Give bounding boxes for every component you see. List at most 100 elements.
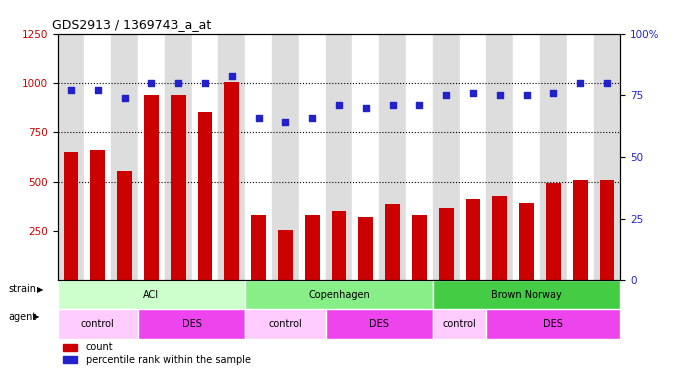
Bar [85, 280, 111, 309]
Bar [138, 34, 165, 280]
Bar [58, 309, 85, 339]
Bar [379, 280, 406, 309]
Point [334, 102, 344, 108]
Bar [224, 82, 239, 280]
Bar [573, 180, 588, 280]
Bar [466, 200, 480, 280]
Bar [540, 34, 567, 280]
Bar [406, 309, 433, 339]
Bar [138, 309, 245, 339]
Bar [593, 280, 620, 309]
Bar [117, 171, 132, 280]
Bar [192, 280, 218, 309]
Text: GDS2913 / 1369743_a_at: GDS2913 / 1369743_a_at [52, 18, 212, 31]
Point [387, 102, 398, 108]
Point [226, 73, 237, 79]
Point [119, 95, 130, 101]
Bar [567, 309, 593, 339]
Bar [272, 280, 299, 309]
Bar [433, 309, 460, 339]
Bar [58, 280, 245, 309]
Bar [599, 180, 614, 280]
Bar [593, 34, 620, 280]
Bar [513, 280, 540, 309]
Bar [245, 309, 272, 339]
Text: DES: DES [544, 319, 563, 329]
Point [468, 90, 479, 96]
Bar [171, 95, 186, 280]
Bar [353, 280, 379, 309]
Bar [325, 34, 353, 280]
Bar [567, 34, 593, 280]
Text: ACI: ACI [143, 290, 159, 300]
Bar [513, 34, 540, 280]
Bar [252, 215, 266, 280]
Point [173, 80, 184, 86]
Text: percentile rank within the sample: percentile rank within the sample [85, 354, 251, 364]
Bar [540, 280, 567, 309]
Bar [272, 34, 299, 280]
Bar [272, 309, 299, 339]
Bar [433, 34, 460, 280]
Bar [385, 204, 400, 280]
Point [66, 87, 77, 93]
Bar [299, 34, 325, 280]
Bar [63, 344, 77, 351]
Bar [90, 150, 105, 280]
Bar [111, 280, 138, 309]
Bar [353, 34, 379, 280]
Point [199, 80, 210, 86]
Bar [198, 112, 212, 280]
Point [361, 105, 372, 111]
Bar [433, 280, 620, 309]
Text: agent: agent [9, 312, 37, 322]
Bar [486, 309, 620, 339]
Bar [218, 280, 245, 309]
Bar [138, 309, 165, 339]
Bar [165, 280, 192, 309]
Bar [486, 280, 513, 309]
Bar [64, 152, 79, 280]
Bar [546, 183, 561, 280]
Text: Copenhagen: Copenhagen [308, 290, 370, 300]
Point [253, 114, 264, 120]
Bar [460, 309, 486, 339]
Bar [433, 280, 460, 309]
Bar [460, 34, 486, 280]
Text: DES: DES [370, 319, 389, 329]
Text: Brown Norway: Brown Norway [491, 290, 562, 300]
Bar [353, 309, 379, 339]
Bar [218, 34, 245, 280]
Bar [325, 280, 353, 309]
Bar [85, 34, 111, 280]
Bar [58, 34, 85, 280]
Text: control: control [81, 319, 115, 329]
Point [494, 92, 505, 98]
Bar [58, 309, 138, 339]
Point [306, 114, 317, 120]
Bar [165, 309, 192, 339]
Bar [379, 309, 406, 339]
Bar [299, 309, 325, 339]
Text: control: control [268, 319, 302, 329]
Bar [433, 309, 486, 339]
Bar [359, 217, 373, 280]
Bar [519, 203, 534, 280]
Bar [593, 309, 620, 339]
Bar [192, 309, 218, 339]
Bar [486, 34, 513, 280]
Point [575, 80, 586, 86]
Bar [58, 280, 85, 309]
Point [280, 120, 291, 126]
Bar [245, 280, 433, 309]
Text: ▶: ▶ [33, 312, 40, 321]
Bar [412, 215, 426, 280]
Bar [325, 309, 433, 339]
Bar [299, 280, 325, 309]
Point [601, 80, 612, 86]
Bar [540, 309, 567, 339]
Point [548, 90, 559, 96]
Bar [439, 208, 454, 280]
Bar [325, 309, 353, 339]
Bar [218, 309, 245, 339]
